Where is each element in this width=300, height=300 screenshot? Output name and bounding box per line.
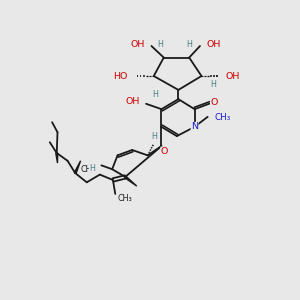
Text: O: O: [161, 147, 168, 156]
Text: N: N: [191, 122, 198, 131]
Text: OH: OH: [125, 97, 140, 106]
Text: H: H: [89, 164, 95, 173]
Text: O: O: [211, 98, 218, 107]
Text: H: H: [152, 132, 158, 141]
Polygon shape: [56, 153, 58, 163]
Text: H: H: [186, 40, 192, 49]
Text: OH: OH: [225, 71, 240, 80]
Polygon shape: [74, 161, 81, 173]
Text: H: H: [210, 80, 216, 89]
Text: CH₃: CH₃: [80, 166, 95, 175]
Text: OH: OH: [206, 40, 220, 49]
Text: H: H: [158, 40, 164, 49]
Text: HO: HO: [113, 71, 127, 80]
Text: H: H: [152, 90, 158, 99]
Polygon shape: [125, 176, 137, 186]
Text: CH₃: CH₃: [214, 113, 231, 122]
Text: CH₃: CH₃: [118, 194, 132, 203]
Text: OH: OH: [131, 40, 145, 49]
